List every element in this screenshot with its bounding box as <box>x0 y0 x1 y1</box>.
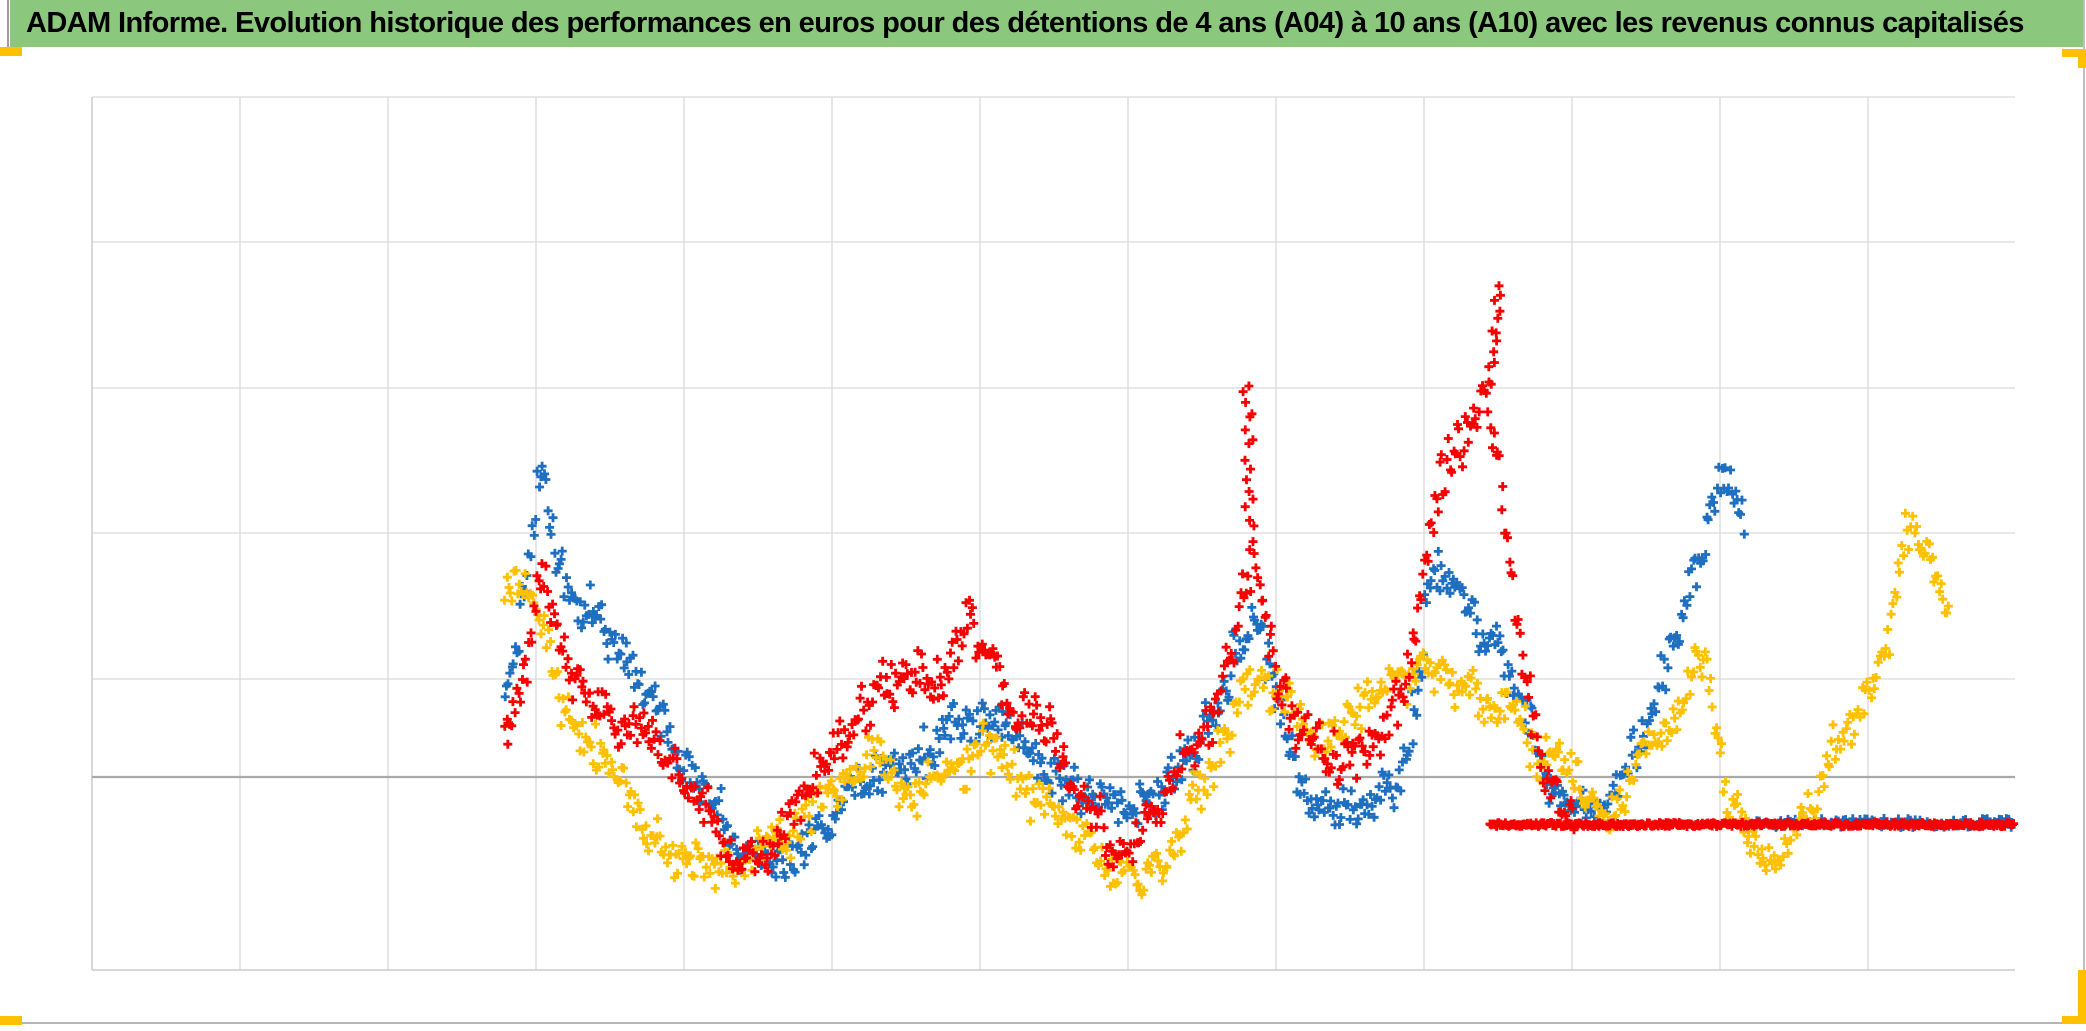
page-corner-mark-top-right-v <box>2078 49 2086 68</box>
window-bottom-edge-line <box>0 1022 2086 1024</box>
page-title: ADAM Informe. Evolution historique des p… <box>26 7 2024 39</box>
page-corner-mark-top-right-h <box>2062 49 2086 57</box>
series-red-points <box>500 281 2019 877</box>
series-yellow-points <box>500 508 1953 900</box>
page-corner-mark-bottom-left <box>0 1016 22 1025</box>
window-left-edge-line <box>7 0 9 47</box>
page-corner-mark-bottom-right-h <box>2062 1016 2086 1024</box>
title-bar: ADAM Informe. Evolution historique des p… <box>10 0 2083 47</box>
gridlines <box>91 96 2015 970</box>
plot-border <box>91 97 2015 971</box>
page-corner-mark-top-left <box>0 47 22 56</box>
page-corner-mark-bottom-right-v <box>2078 970 2086 1024</box>
window-right-edge-line <box>2083 0 2085 1022</box>
